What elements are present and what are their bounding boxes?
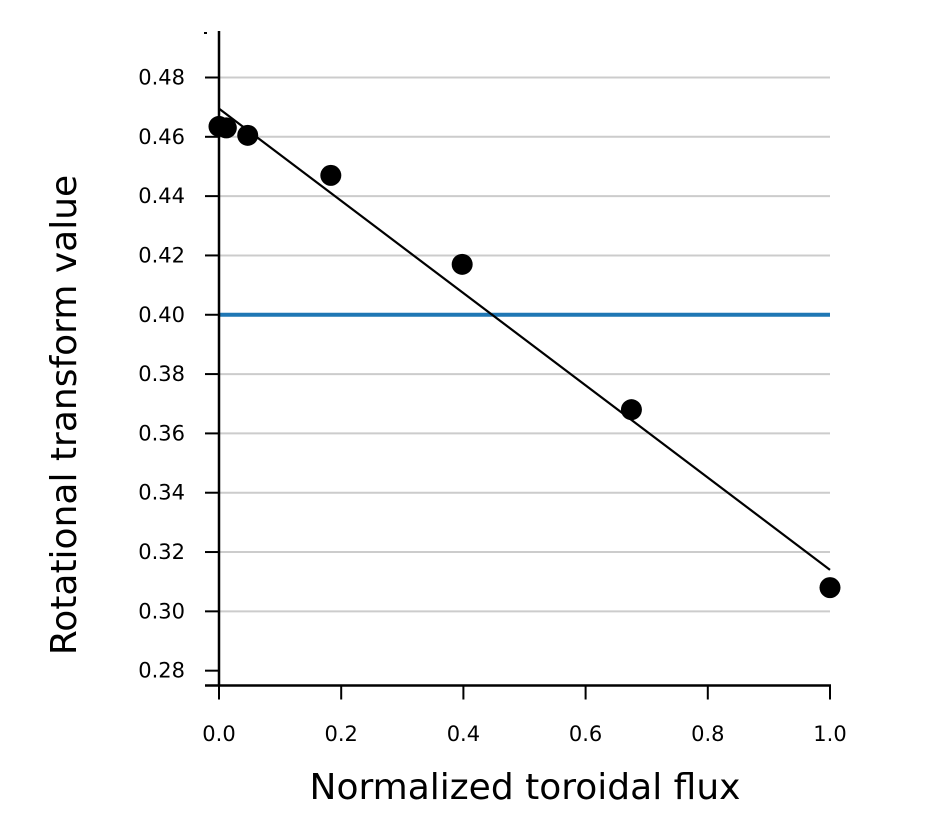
data-points	[208, 115, 841, 599]
y-axis-title: Rotational transform value	[44, 175, 85, 655]
y-tick-label: 0.36	[138, 421, 185, 445]
data-point	[451, 253, 473, 275]
y-tick-label: 0.42	[138, 243, 185, 267]
data-point	[320, 164, 342, 186]
axes	[204, 31, 831, 700]
x-tick-label: 0.2	[324, 722, 357, 746]
x-tick-label: 0.0	[202, 722, 235, 746]
y-tick-label: 0.32	[138, 540, 185, 564]
fit-line-layer	[218, 107, 831, 571]
data-point	[620, 399, 642, 421]
data-point	[819, 577, 841, 599]
y-tick-label: 0.30	[138, 599, 185, 623]
grid-layer	[219, 76, 830, 613]
tick-labels: 0.28 0.30 0.32 0.34 0.36 0.38 0.40 0.42 0.44 0.46…	[138, 65, 846, 746]
x-axis-title: Normalized toroidal flux	[310, 767, 741, 808]
fit-line	[218, 107, 831, 571]
x-tick-label: 1.0	[813, 722, 846, 746]
x-tick-label: 0.4	[447, 722, 480, 746]
y-tick-label: 0.48	[138, 65, 185, 89]
y-tick-label: 0.46	[138, 125, 185, 149]
y-tick-label: 0.38	[138, 362, 185, 386]
y-tick-label: 0.40	[138, 303, 185, 327]
data-point	[237, 124, 259, 146]
y-tick-label: 0.28	[138, 659, 185, 683]
x-tick-label: 0.6	[569, 722, 602, 746]
y-tick-label: 0.44	[138, 184, 185, 208]
data-point	[215, 117, 237, 139]
x-tick-label: 0.8	[691, 722, 724, 746]
y-tick-label: 0.34	[138, 481, 185, 505]
